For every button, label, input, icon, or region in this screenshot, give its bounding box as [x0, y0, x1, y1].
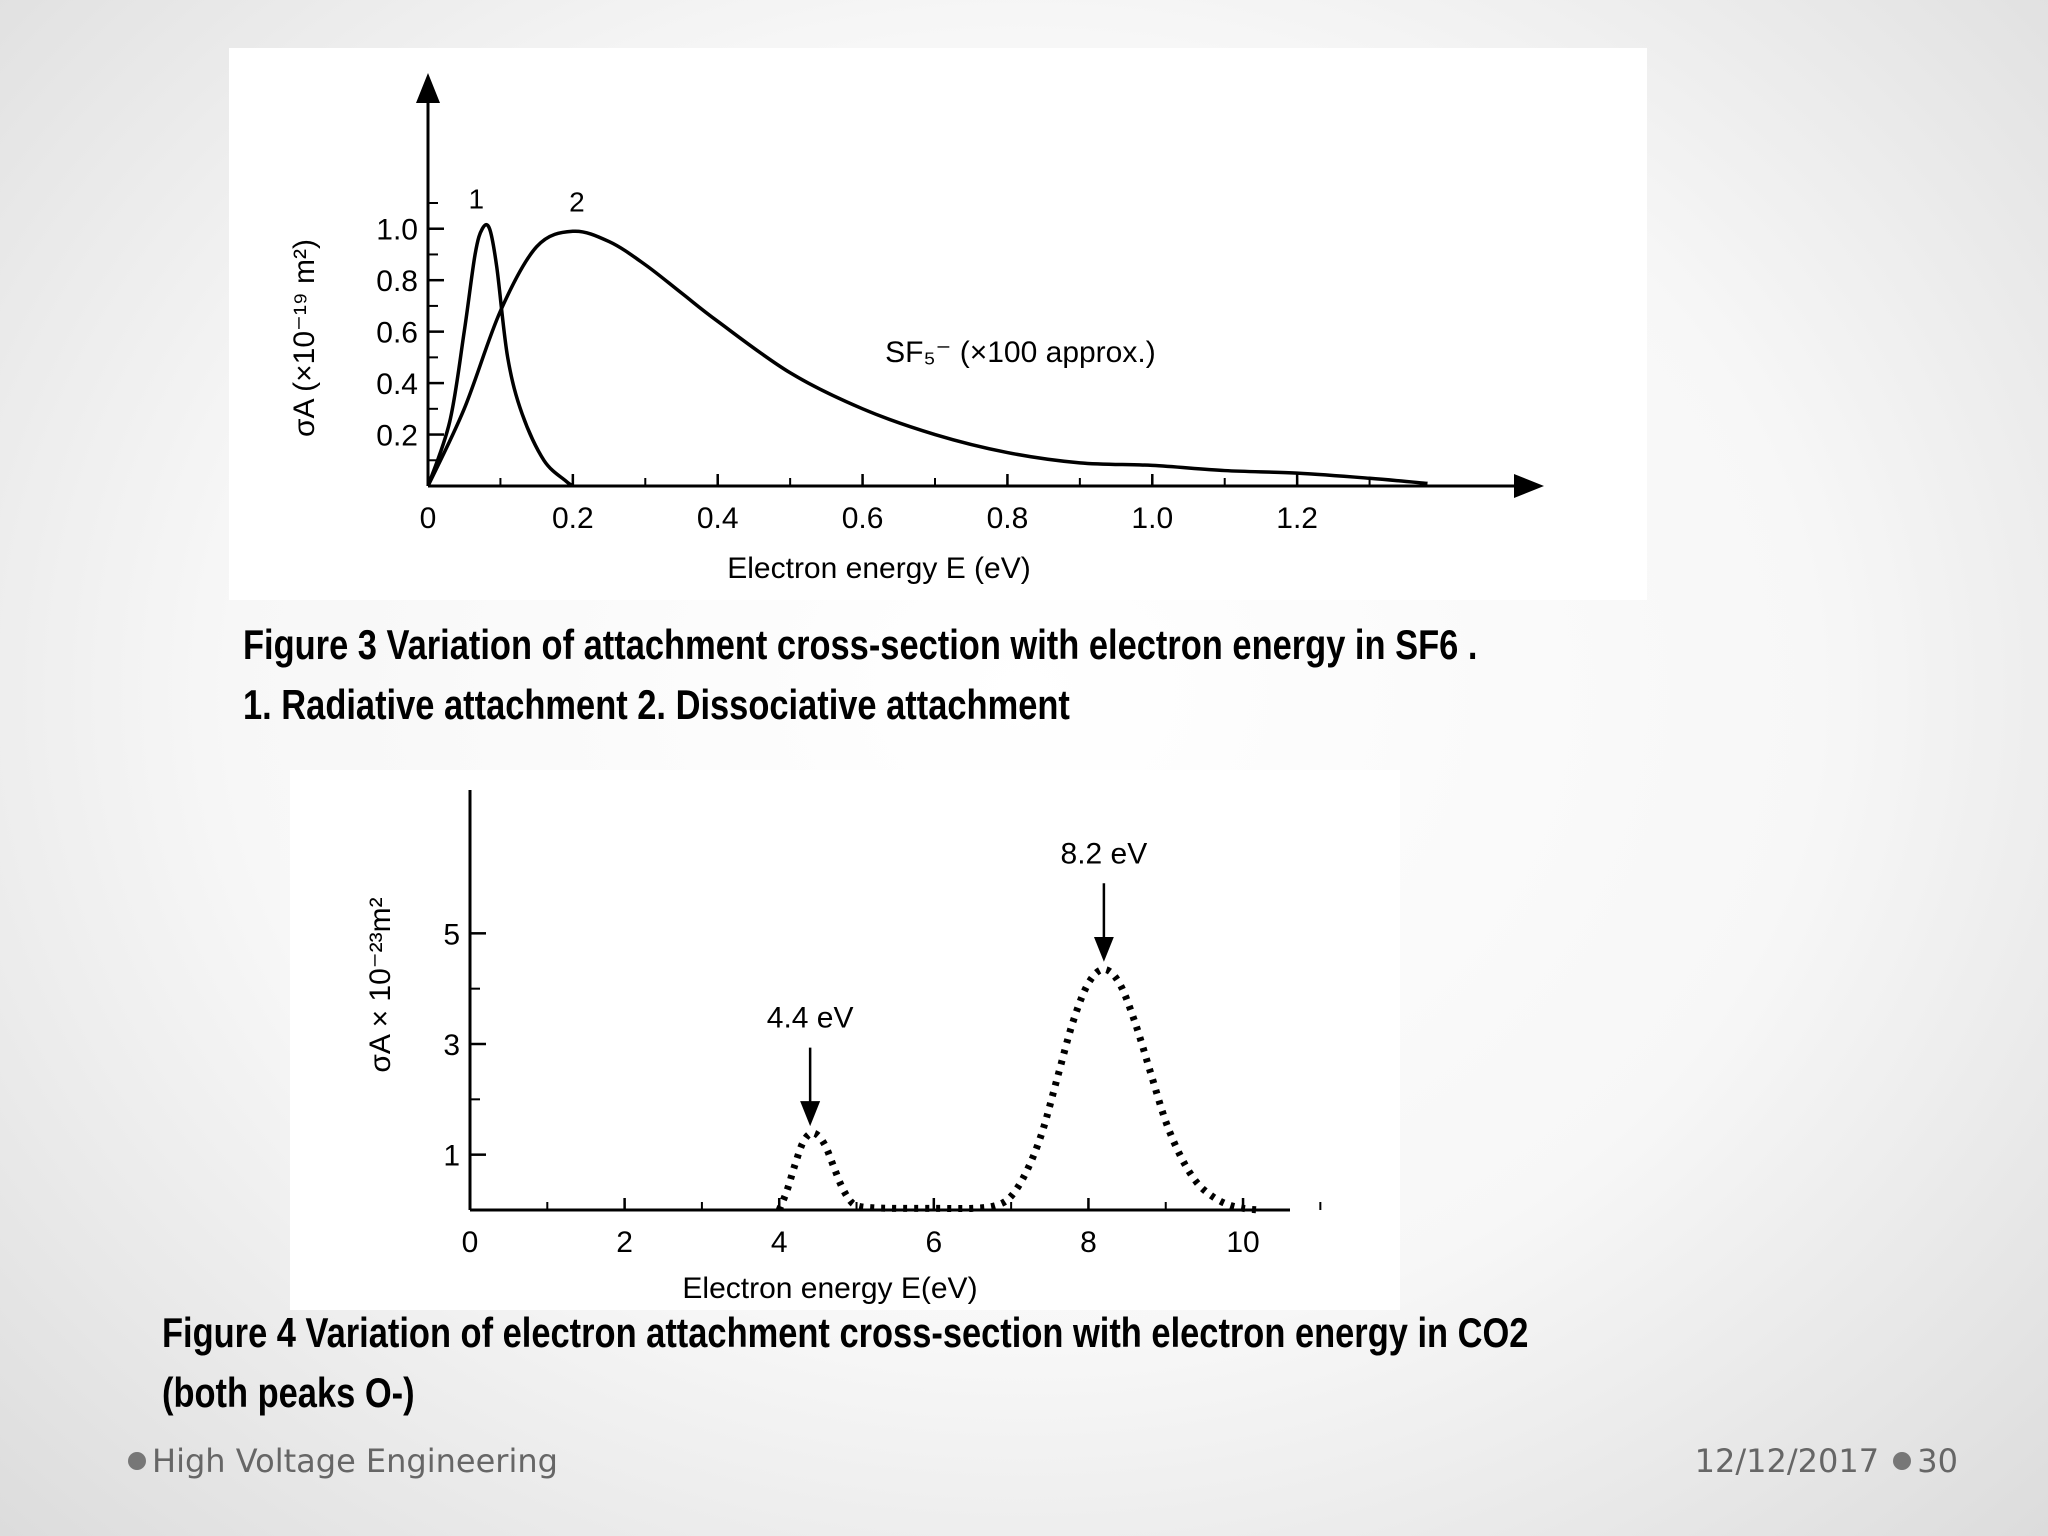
y-axis-label: σA (×10⁻¹⁹ m²) — [288, 239, 321, 437]
x-tick-label: 10 — [1226, 1226, 1259, 1259]
x-tick-label: 0 — [462, 1226, 479, 1259]
chart-sf6-attachment: 0 0.2 0.4 0.6 0.8 1.0 1.2 0.2 0.4 0.6 0.8 1.0 Electr… — [288, 73, 1544, 585]
y-tick-label: 1 — [443, 1140, 460, 1173]
chart-co2-attachment: 0 2 4 6 8 10 1 3 5 Electron energy E(eV) σA × 10⁻²… — [364, 790, 1322, 1305]
peak-annotation: 8.2 eV — [1061, 837, 1148, 870]
y-tick-label: 0.2 — [376, 420, 418, 453]
figure-3-caption: Figure 3 Variation of attachment cross-s… — [243, 615, 1477, 735]
x-tick-label: 0.8 — [987, 502, 1029, 535]
figure-3-caption-line-2: 1. Radiative attachment 2. Dissociative … — [243, 681, 1070, 728]
figure-3-caption-line-1: Figure 3 Variation of attachment cross-s… — [243, 621, 1478, 668]
y-tick-label: 1.0 — [376, 214, 418, 247]
footer-bullet-icon — [1893, 1452, 1912, 1470]
figure-4-caption: Figure 4 Variation of electron attachmen… — [162, 1303, 1528, 1423]
y-tick-label: 0.8 — [376, 265, 418, 298]
figure-4-caption-line-2: (both peaks O-) — [162, 1369, 415, 1416]
y-tick-label: 0.4 — [376, 368, 418, 401]
footer-title-text: High Voltage Engineering — [152, 1442, 558, 1480]
x-tick-label: 6 — [925, 1226, 942, 1259]
series-line-2 — [426, 229, 1428, 487]
x-tick-label: 0.6 — [842, 502, 884, 535]
chart-panel-sf6: 0 0.2 0.4 0.6 0.8 1.0 1.2 0.2 0.4 0.6 0.8 1.0 Electr… — [229, 48, 1647, 600]
x-tick-label: 0 — [420, 502, 437, 535]
x-tick-label: 4 — [771, 1226, 788, 1259]
series-label-2: 2 — [569, 186, 585, 217]
footer-title: High Voltage Engineering — [128, 1442, 558, 1480]
x-tick-label: 1.2 — [1276, 502, 1318, 535]
x-tick-label: 1.0 — [1131, 502, 1173, 535]
chart-panel-co2: 0 2 4 6 8 10 1 3 5 Electron energy E(eV) σA × 10⁻²… — [290, 770, 1400, 1310]
footer-date-page: 12/12/2017 30 — [1695, 1442, 1958, 1480]
x-tick-label: 0.4 — [697, 502, 739, 535]
footer-date: 12/12/2017 — [1694, 1442, 1880, 1480]
y-tick-label: 0.6 — [376, 317, 418, 350]
series-line-1 — [775, 965, 1259, 1214]
figure-4-caption-line-1: Figure 4 Variation of electron attachmen… — [162, 1309, 1529, 1356]
y-tick-label: 3 — [443, 1029, 460, 1062]
y-axis-label: σA × 10⁻²³m² — [364, 897, 397, 1072]
x-tick-label: 0.2 — [552, 502, 594, 535]
y-tick-label: 5 — [443, 918, 460, 951]
x-axis-label: Electron energy E (eV) — [727, 552, 1030, 585]
series-label-1: 1 — [469, 184, 485, 215]
footer-bullet-icon — [128, 1452, 146, 1470]
x-tick-label: 8 — [1080, 1226, 1097, 1259]
series-line-1 — [426, 222, 574, 488]
peak-annotation: 4.4 eV — [767, 1002, 854, 1035]
page-number: 30 — [1917, 1442, 1958, 1480]
x-tick-label: 2 — [616, 1226, 633, 1259]
series-annotation: SF₅⁻ (×100 approx.) — [885, 336, 1156, 369]
x-axis-label: Electron energy E(eV) — [682, 1272, 977, 1305]
